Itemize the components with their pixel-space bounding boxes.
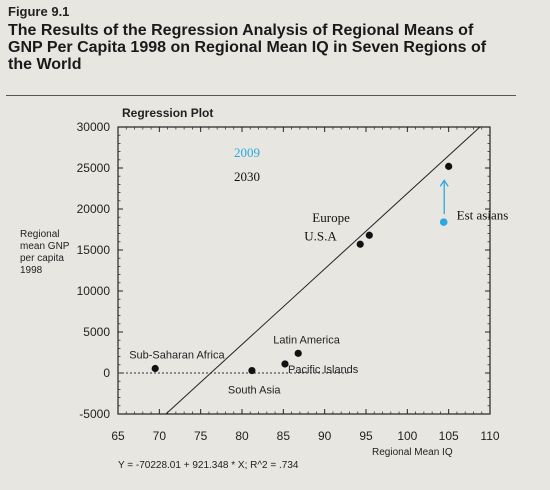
x-tick-label: 105 [439, 429, 459, 443]
fit-line [165, 126, 481, 415]
figure-label: Figure 9.1 [8, 4, 70, 19]
x-tick-label: 65 [111, 429, 125, 443]
data-point [294, 349, 302, 357]
x-tick-label: 80 [235, 429, 249, 443]
point-label: Europe [312, 210, 350, 225]
y-tick-label: 10000 [77, 284, 111, 298]
data-point [365, 231, 373, 239]
annotation-year-2009: 2009 [234, 145, 260, 160]
growth-arrow [439, 179, 449, 215]
x-tick-label: 70 [153, 429, 167, 443]
figure-title: The Results of the Regression Analysis o… [8, 22, 487, 73]
data-point [281, 360, 289, 368]
y-tick-label: 0 [103, 366, 110, 380]
axes [117, 126, 491, 415]
y-tick-label: 5000 [83, 325, 110, 339]
x-tick-label: 75 [194, 429, 208, 443]
data-point [356, 240, 364, 248]
point-labels: Sub-Saharan Africa South Asia Pacific Isla… [129, 207, 508, 396]
x-tick-label: 85 [277, 429, 291, 443]
x-axis-label: Regional Mean IQ [372, 447, 453, 458]
point-label: South Asia [228, 385, 281, 397]
y-axis-label-line2: mean GNP [20, 241, 70, 252]
x-tick-label: 100 [397, 429, 417, 443]
data-point [151, 364, 159, 373]
plot-title: Regression Plot [122, 106, 213, 120]
data-point [248, 366, 256, 375]
x-tick-label: 110 [480, 429, 499, 443]
point-label: Pacific Islands [288, 364, 359, 376]
point-label: Est asians [457, 207, 509, 222]
annotation-year-2030: 2030 [234, 169, 260, 184]
y-tick-label: 15000 [77, 243, 111, 257]
data-point [445, 162, 453, 170]
highlight-point [439, 218, 448, 226]
point-label: Latin America [273, 334, 341, 346]
data-points [151, 162, 453, 375]
plot-frame [117, 126, 491, 415]
point-label: U.S.A [304, 228, 337, 243]
tick-marks: 65 70 75 80 85 90 95 100 105 110 -5000 0 5000 10000 15… [77, 120, 500, 443]
title-rule [6, 95, 516, 96]
point-label: Sub-Saharan Africa [129, 349, 225, 361]
arrow-head [439, 179, 449, 187]
y-axis-label-line3: per capita [20, 253, 64, 264]
y-axis-label-line1: Regional [20, 229, 59, 240]
y-tick-label: 30000 [77, 120, 111, 134]
y-axis-label-line4: 1998 [20, 265, 43, 276]
regression-line [165, 126, 481, 415]
y-tick-label: 25000 [77, 161, 111, 175]
y-tick-label: 20000 [77, 202, 111, 216]
y-tick-label: -5000 [79, 407, 110, 421]
regression-equation: Y = -70228.01 + 921.348 * X; R^2 = .734 [118, 460, 299, 471]
x-tick-label: 90 [318, 429, 332, 443]
x-tick-label: 95 [359, 429, 373, 443]
